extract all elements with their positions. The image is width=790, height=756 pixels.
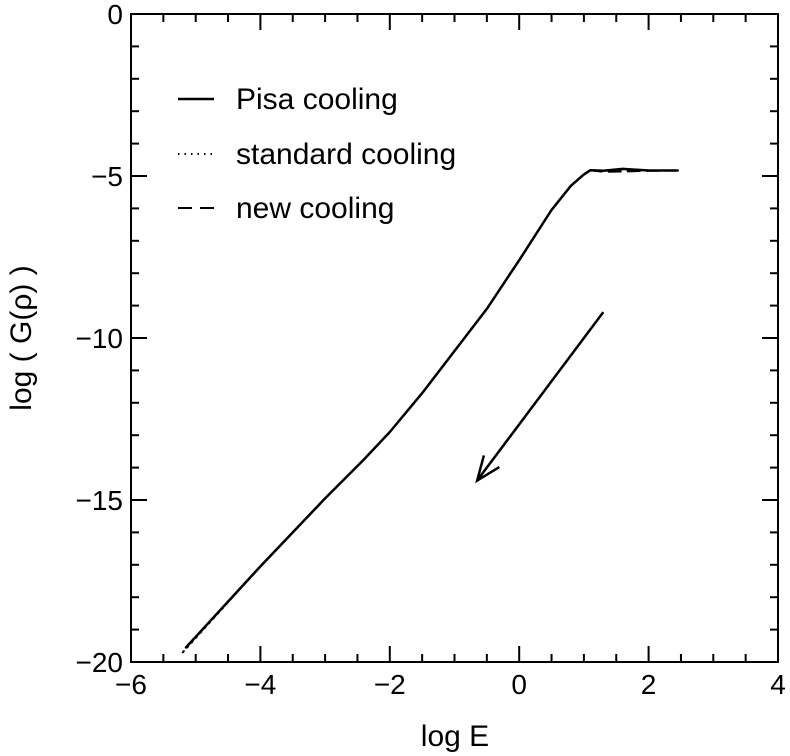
tick-labels: −6 −4 −2 0 2 40−5−10−15−20 xyxy=(76,0,786,700)
x-tick-label: −6 xyxy=(115,669,147,700)
x-tick-label: 2 xyxy=(641,669,657,700)
axis-ticks xyxy=(130,13,779,663)
x-tick-label: 0 xyxy=(511,669,527,700)
legend-label: standard cooling xyxy=(236,138,456,171)
y-tick-label: −20 xyxy=(76,647,124,678)
annotations xyxy=(475,311,605,484)
series-lines xyxy=(181,167,679,654)
plot-frame xyxy=(130,13,779,663)
arrow-shaft xyxy=(476,311,605,482)
legend-label: Pisa cooling xyxy=(236,83,398,116)
series-solid-line xyxy=(184,167,679,649)
x-tick-label: 4 xyxy=(770,669,786,700)
y-tick-label: −15 xyxy=(76,485,124,516)
series-dashed-line xyxy=(185,169,679,649)
y-axis-label: log ( G(ρ) ) xyxy=(5,265,38,410)
y-tick-label: 0 xyxy=(107,0,123,30)
legend: Pisa cooling standard cooling new cooling xyxy=(178,83,456,225)
arrow-head xyxy=(475,455,500,484)
legend-label: new cooling xyxy=(236,192,394,225)
x-tick-label: −4 xyxy=(244,669,276,700)
x-tick-label: −2 xyxy=(374,669,406,700)
y-tick-label: −10 xyxy=(76,323,124,354)
series-dotted-line xyxy=(181,168,679,654)
y-tick-label: −5 xyxy=(91,161,123,192)
x-axis-label: log E xyxy=(421,720,489,753)
